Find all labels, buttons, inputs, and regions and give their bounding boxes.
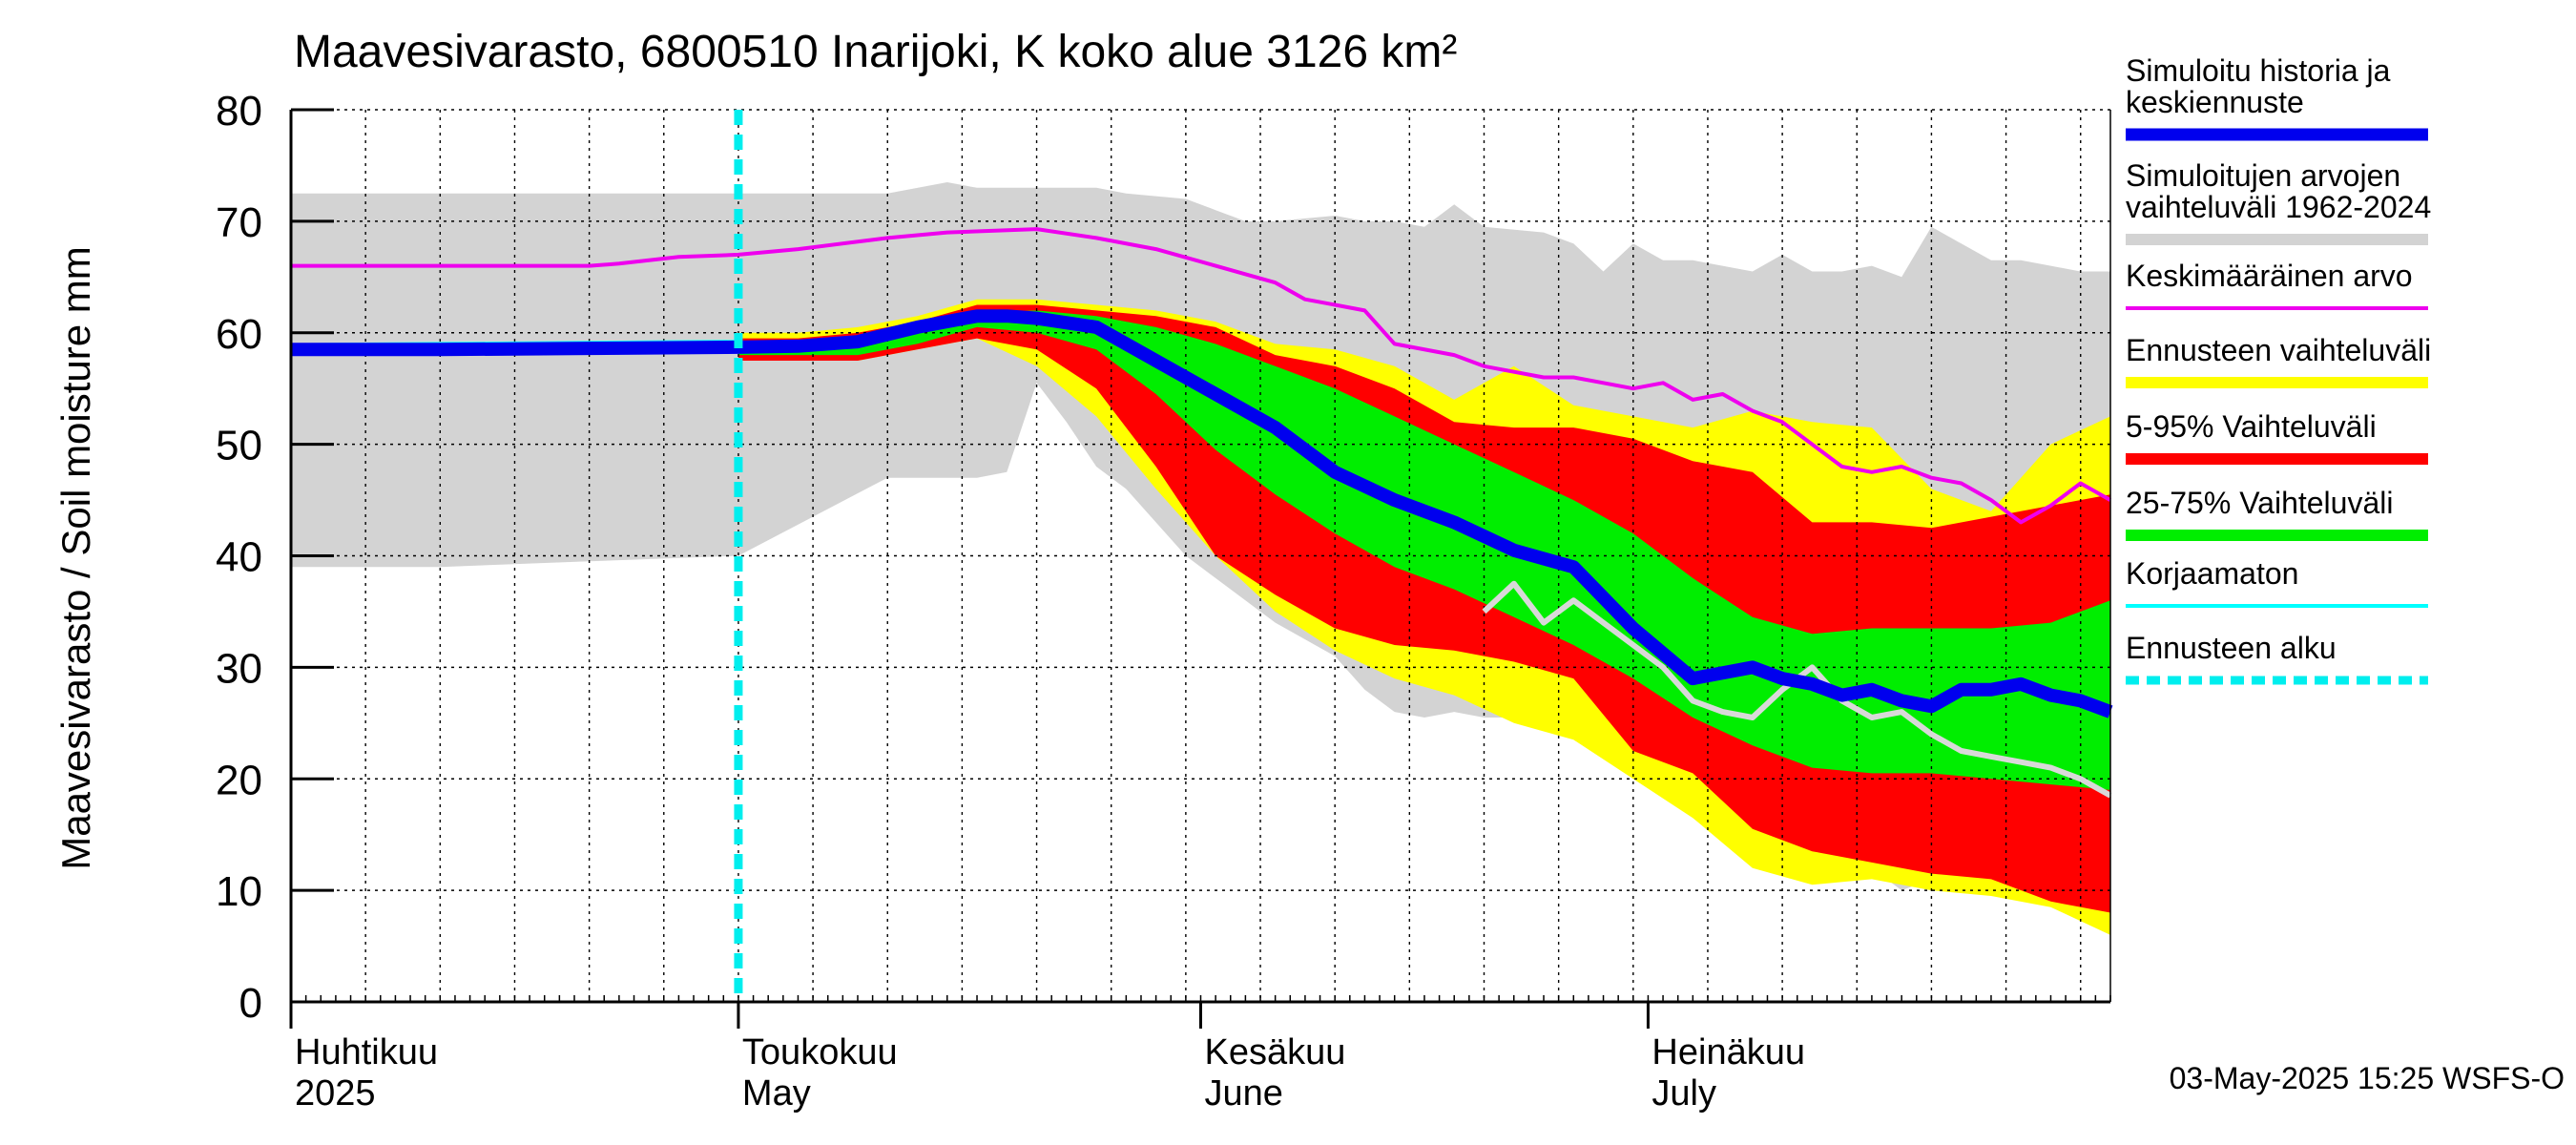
y-tick-label: 60 (216, 311, 262, 358)
legend-label-fc_range: Ennusteen vaihteluväli (2126, 333, 2431, 367)
x-month-label-en: May (742, 1073, 811, 1114)
y-tick-label: 20 (216, 757, 262, 803)
legend-label-p5_95: 5-95% Vaihteluväli (2126, 409, 2377, 444)
x-month-label-fi: Toukokuu (742, 1032, 898, 1072)
x-month-label-fi: Huhtikuu (295, 1032, 438, 1072)
x-month-label-en: July (1652, 1073, 1716, 1114)
y-tick-label: 40 (216, 534, 262, 581)
legend-label-range: Simuloitujen arvojen (2126, 158, 2400, 193)
y-tick-label: 10 (216, 868, 262, 915)
y-tick-label: 30 (216, 645, 262, 692)
y-tick-label: 70 (216, 199, 262, 246)
y-tick-label: 0 (239, 980, 262, 1027)
legend-label-fc_start: Ennusteen alku (2126, 631, 2337, 665)
ensemble-member-line (1482, 580, 2112, 799)
x-month-label-en: 2025 (295, 1073, 376, 1114)
x-month-label-en: June (1205, 1073, 1283, 1114)
grid-layer (290, 109, 2110, 1002)
mean-line (291, 227, 2111, 525)
line-layer (290, 110, 2113, 1002)
y-tick-label: 80 (216, 88, 262, 135)
band-layer (291, 182, 2110, 935)
chart-title: Maavesivarasto, 6800510 Inarijoki, K kok… (294, 27, 1457, 77)
plot-area (290, 109, 2113, 1002)
simulation-median-line (291, 309, 2113, 718)
timestamp-label: 03-May-2025 15:25 WSFS-O (2170, 1061, 2565, 1095)
x-month-label-fi: Heinäkuu (1652, 1032, 1805, 1072)
y-axis-label: Maavesivarasto / Soil moisture mm (53, 246, 98, 870)
x-month-label-fi: Kesäkuu (1205, 1032, 1346, 1072)
legend-label-sim: keskiennuste (2126, 85, 2304, 119)
legend-label-uncorrected: Korjaamaton (2126, 556, 2298, 591)
legend-label-sim: Simuloitu historia ja (2126, 53, 2391, 88)
y-tick-label: 50 (216, 423, 262, 469)
legend-label-range: vaihteluväli 1962-2024 (2126, 190, 2431, 224)
legend-label-p25_75: 25-75% Vaihteluväli (2126, 486, 2393, 520)
legend-label-mean: Keskimääräinen arvo (2126, 259, 2413, 293)
p5-95-band (737, 304, 2110, 913)
